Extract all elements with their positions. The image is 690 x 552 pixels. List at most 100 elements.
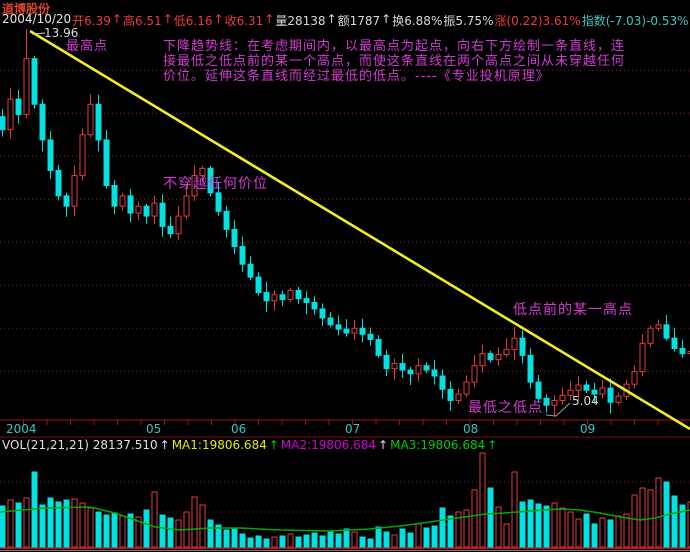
volume-bar [407, 532, 414, 548]
volume-bar [271, 536, 278, 548]
candle-body [479, 353, 486, 367]
volume-bar [559, 507, 566, 548]
volume-bar [367, 538, 374, 548]
candle-body [383, 354, 390, 370]
x-axis-month-labels: 2004 05 06 07 08 09 [0, 422, 690, 436]
stock-name-label: 道博股份 [2, 2, 51, 16]
volume-bar [135, 516, 142, 548]
candle-body [423, 365, 430, 371]
candle-body [495, 354, 502, 361]
highest-point-label: 最高点 [66, 39, 109, 54]
volume-bar [343, 528, 350, 548]
volume-bar [159, 514, 166, 548]
candle-body [607, 387, 614, 403]
volume-bar [319, 535, 326, 548]
candle-body [615, 395, 622, 403]
volume-bar [439, 507, 446, 548]
candle-body [143, 205, 150, 217]
volume-bar [247, 537, 254, 548]
volume-bar [103, 514, 110, 548]
candle-body [519, 337, 526, 356]
volume-bar [495, 506, 502, 548]
volume-bar [151, 491, 158, 548]
volume-bar [223, 529, 230, 548]
volume-bar [175, 519, 182, 548]
vol-field-6: MA3:19806.684 [390, 438, 486, 452]
quote-field-10: ↑ [326, 12, 337, 26]
volume-bar [199, 504, 206, 548]
note-line-2: 接最低之低点前的某一个高点，而使这条直线在两个高点之间从未穿越任何 [163, 54, 626, 69]
quote-field-16: 指数(-7.03)-0.53% [581, 14, 689, 28]
volume-bar [95, 511, 102, 548]
volume-bar [679, 504, 686, 548]
volume-bar [23, 497, 30, 548]
candle-body [199, 167, 206, 177]
candle-body [511, 337, 518, 350]
candle-body [135, 205, 142, 214]
quote-field-6: ↑ [213, 12, 224, 26]
candle-body [103, 139, 110, 187]
volume-bar [375, 526, 382, 548]
volume-bar [127, 513, 134, 548]
candle-body [119, 195, 126, 207]
candle-body [127, 195, 134, 214]
volume-ma-line [0, 506, 690, 532]
volume-bar [527, 499, 534, 548]
volume-bar [463, 509, 470, 548]
candle-body [487, 353, 494, 361]
volume-bar [143, 509, 150, 548]
volume-bar [455, 511, 462, 548]
quote-field-1: 开6.39 [72, 14, 111, 28]
volume-bar [423, 527, 430, 548]
volume-bar [79, 502, 86, 548]
quote-field-9: 量28138 [275, 14, 326, 28]
vol-field-1: ↑ [159, 438, 170, 452]
descending-trendline [29, 29, 690, 431]
candle-body [327, 317, 334, 326]
candle-body [455, 393, 462, 402]
volume-bar [543, 505, 550, 548]
quote-field-5: 低6.16 [173, 14, 213, 28]
volume-bar [599, 517, 606, 548]
quote-field-12: ↑ [381, 12, 392, 26]
candle-body [263, 292, 270, 302]
quote-field-0: 2004/10/20 [2, 12, 72, 26]
candle-body [415, 365, 422, 375]
volume-bar [351, 531, 358, 548]
quote-field-4: ↑ [162, 12, 173, 26]
candle-body [71, 175, 78, 207]
candle-body [639, 342, 646, 373]
candle-body [271, 294, 278, 302]
candle-body [359, 327, 366, 335]
volume-bar [71, 498, 78, 548]
volume-bar [639, 487, 646, 548]
volume-bar [15, 502, 22, 548]
x-axis-label-05: 05 [146, 422, 162, 436]
volume-bar [335, 533, 342, 548]
high-callout-line [31, 32, 46, 35]
vol-field-4: MA2:19806.684 [280, 438, 377, 452]
candle-body [575, 384, 582, 391]
volume-bar [311, 532, 318, 548]
volume-bar [327, 530, 334, 548]
candle-body [7, 98, 14, 131]
vol-field-0: VOL(21,21,21) 28137.510 [2, 438, 158, 452]
note-line-1: 下降趋势线：在考虑期间内，以最高点为起点，向右下方绘制一条直线，连 [163, 39, 626, 54]
volume-bar [263, 538, 270, 548]
volume-bar [0, 505, 6, 548]
volume-bar [503, 523, 510, 548]
candle-body [687, 351, 690, 355]
low-callout-line [545, 402, 571, 417]
candle-body [351, 327, 358, 334]
candle-body [247, 263, 254, 278]
volume-bar [55, 501, 62, 548]
volume-bar [479, 452, 486, 548]
candle-body [0, 116, 6, 131]
candle-body [63, 195, 70, 207]
quote-field-3: 高6.51 [122, 14, 162, 28]
volume-bar [471, 489, 478, 548]
candle-body [367, 333, 374, 340]
volume-bar [303, 534, 310, 548]
